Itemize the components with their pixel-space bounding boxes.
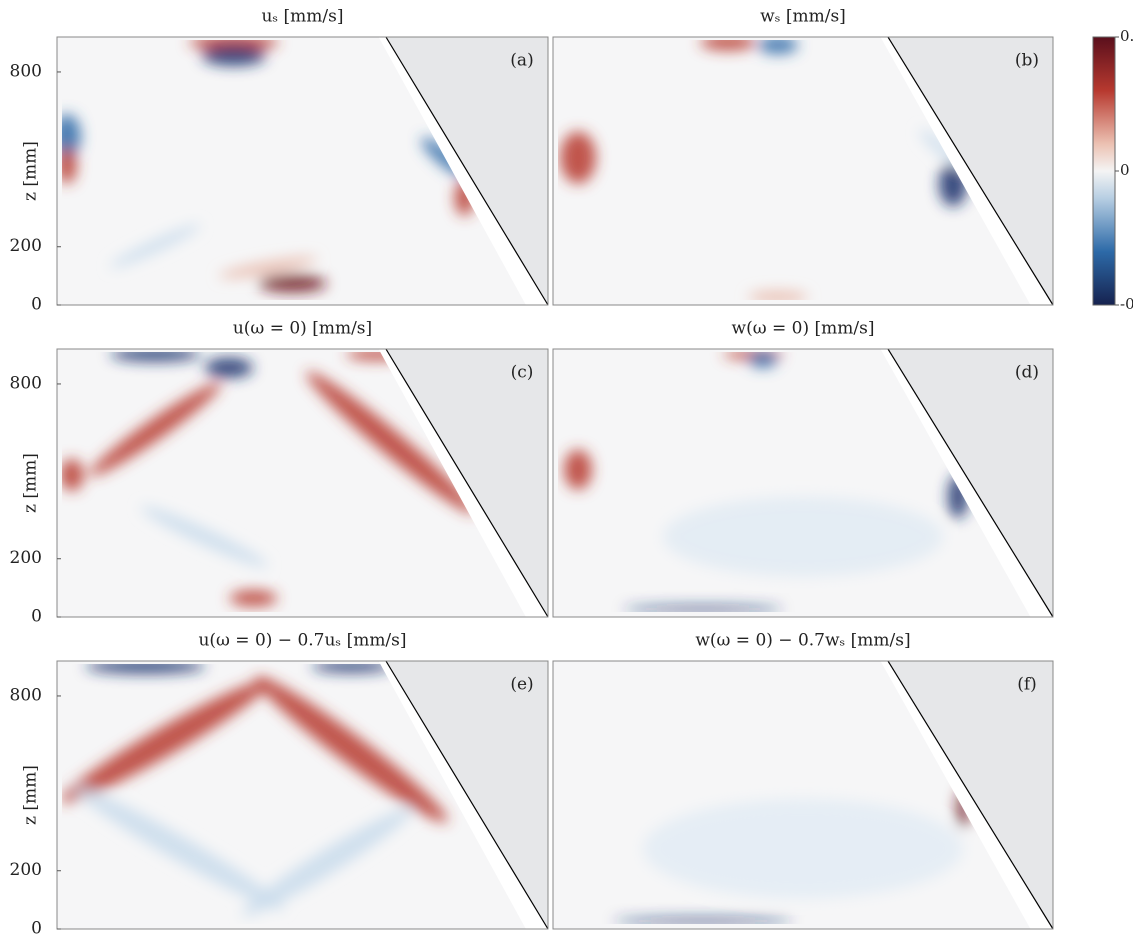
field-feature xyxy=(242,808,413,916)
wall xyxy=(385,36,549,306)
field-feature xyxy=(62,147,77,184)
panel-title: u(ω = 0) [mm/s] xyxy=(233,319,372,339)
frame xyxy=(56,660,549,930)
y-tick-label: 0 xyxy=(31,295,42,315)
panel xyxy=(552,36,1054,306)
wall xyxy=(385,348,549,618)
field-feature xyxy=(85,664,206,674)
panel-title: uₛ [mm/s] xyxy=(261,7,343,27)
y-tick-label: 200 xyxy=(10,236,42,256)
y-tick-label: 200 xyxy=(10,548,42,568)
field-feature xyxy=(89,382,221,477)
wall xyxy=(887,660,1054,930)
field-feature xyxy=(204,357,253,378)
y-axis-label: z [mm] xyxy=(21,453,41,513)
field-feature xyxy=(110,352,201,362)
wall xyxy=(887,348,1054,618)
colorbar-tick-label: 0 xyxy=(1120,161,1130,179)
frame xyxy=(552,348,1054,618)
panel-label: (d) xyxy=(1015,363,1039,383)
field-feature xyxy=(188,40,279,51)
field-feature xyxy=(564,449,592,490)
y-tick-label: 800 xyxy=(10,373,42,393)
wall xyxy=(385,660,549,930)
y-axis-label: z [mm] xyxy=(21,765,41,825)
field-feature xyxy=(700,40,756,51)
panel-label: (c) xyxy=(511,363,534,383)
panel xyxy=(552,660,1054,930)
wall xyxy=(887,36,1054,306)
field-feature xyxy=(258,274,327,293)
field xyxy=(62,40,475,293)
field-feature xyxy=(218,256,318,278)
field-feature xyxy=(62,458,84,491)
panel xyxy=(56,36,549,306)
field-feature xyxy=(75,787,284,910)
field-feature xyxy=(749,352,777,368)
colorbar xyxy=(1092,36,1116,306)
panel-label: (f) xyxy=(1017,675,1037,695)
frame xyxy=(56,36,549,306)
panel-label: (a) xyxy=(510,51,533,71)
field-feature xyxy=(306,371,476,515)
field-feature xyxy=(663,496,943,577)
y-tick-label: 200 xyxy=(10,860,42,880)
field-feature xyxy=(758,40,798,55)
panel-title: w(ω = 0) − 0.7wₛ [mm/s] xyxy=(695,631,910,651)
field-feature xyxy=(140,506,268,568)
y-tick-label: 0 xyxy=(31,607,42,627)
field-feature xyxy=(109,224,201,268)
panel-title: w(ω = 0) [mm/s] xyxy=(732,319,875,339)
field xyxy=(613,788,969,924)
y-axis-label: z [mm] xyxy=(21,141,41,201)
panel xyxy=(56,660,549,930)
panel xyxy=(552,348,1054,618)
y-tick-label: 800 xyxy=(10,685,42,705)
field-feature xyxy=(201,45,266,66)
panel-title: u(ω = 0) − 0.7uₛ [mm/s] xyxy=(198,631,406,651)
field xyxy=(62,352,476,607)
y-tick-label: 800 xyxy=(10,61,42,81)
colorbar-tick-label: 0.5 xyxy=(1120,27,1133,45)
colorbar-tick-label: -0.5 xyxy=(1120,295,1133,313)
panel-label: (b) xyxy=(1015,51,1039,71)
field-feature xyxy=(62,114,81,159)
field-feature xyxy=(643,798,963,899)
field-feature xyxy=(229,590,278,607)
field xyxy=(62,664,448,916)
panel-label: (e) xyxy=(510,675,533,695)
field-feature xyxy=(748,290,808,300)
frame xyxy=(56,348,549,618)
panel xyxy=(56,348,549,618)
panel-title: wₛ [mm/s] xyxy=(760,7,846,27)
field-feature xyxy=(62,680,270,803)
field-feature xyxy=(560,131,596,184)
field-feature xyxy=(613,917,793,924)
frame xyxy=(552,36,1054,306)
field-feature xyxy=(311,664,392,673)
frame xyxy=(552,660,1054,930)
field-feature xyxy=(623,605,783,612)
field-feature xyxy=(255,676,448,823)
y-tick-label: 0 xyxy=(31,919,42,934)
